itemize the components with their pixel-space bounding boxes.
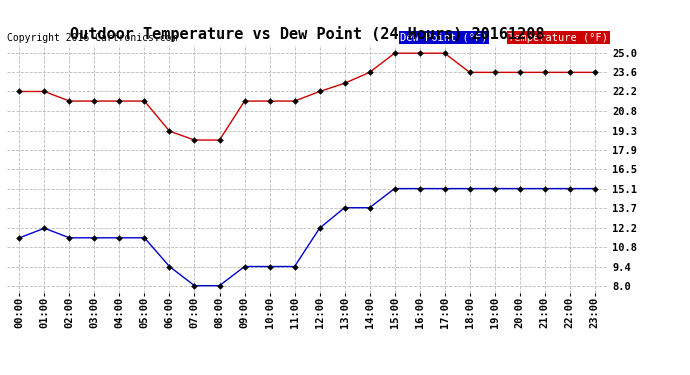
Dew Point (°F) xyxy=(540,186,549,191)
Text: Dew Point (°F): Dew Point (°F) xyxy=(400,33,488,42)
Dew Point (°F) xyxy=(66,236,74,240)
Temperature (°F) xyxy=(440,51,449,56)
Dew Point (°F) xyxy=(440,186,449,191)
Temperature (°F) xyxy=(315,89,324,94)
Temperature (°F) xyxy=(66,99,74,104)
Temperature (°F) xyxy=(566,70,574,75)
Line: Dew Point (°F): Dew Point (°F) xyxy=(17,186,597,288)
Dew Point (°F) xyxy=(415,186,424,191)
Dew Point (°F) xyxy=(266,264,274,269)
Temperature (°F) xyxy=(240,99,248,104)
Dew Point (°F) xyxy=(466,186,474,191)
Temperature (°F) xyxy=(466,70,474,75)
Dew Point (°F) xyxy=(140,236,148,240)
Text: Temperature (°F): Temperature (°F) xyxy=(508,33,608,42)
Temperature (°F) xyxy=(115,99,124,104)
Dew Point (°F) xyxy=(515,186,524,191)
Dew Point (°F) xyxy=(90,236,99,240)
Dew Point (°F) xyxy=(366,206,374,210)
Dew Point (°F) xyxy=(491,186,499,191)
Dew Point (°F) xyxy=(115,236,124,240)
Temperature (°F) xyxy=(15,89,23,94)
Temperature (°F) xyxy=(391,51,399,56)
Temperature (°F) xyxy=(540,70,549,75)
Dew Point (°F) xyxy=(240,264,248,269)
Temperature (°F) xyxy=(140,99,148,104)
Dew Point (°F) xyxy=(566,186,574,191)
Dew Point (°F) xyxy=(391,186,399,191)
Temperature (°F) xyxy=(166,129,174,134)
Title: Outdoor Temperature vs Dew Point (24 Hours) 20161208: Outdoor Temperature vs Dew Point (24 Hou… xyxy=(70,27,544,42)
Temperature (°F) xyxy=(215,138,224,142)
Dew Point (°F) xyxy=(591,186,599,191)
Temperature (°F) xyxy=(290,99,299,104)
Dew Point (°F) xyxy=(215,284,224,288)
Temperature (°F) xyxy=(491,70,499,75)
Temperature (°F) xyxy=(515,70,524,75)
Dew Point (°F) xyxy=(315,226,324,231)
Temperature (°F) xyxy=(190,138,199,142)
Temperature (°F) xyxy=(40,89,48,94)
Text: Copyright 2016 Cartronics.com: Copyright 2016 Cartronics.com xyxy=(7,33,177,42)
Temperature (°F) xyxy=(591,70,599,75)
Dew Point (°F) xyxy=(40,226,48,231)
Temperature (°F) xyxy=(366,70,374,75)
Dew Point (°F) xyxy=(166,264,174,269)
Temperature (°F) xyxy=(415,51,424,56)
Temperature (°F) xyxy=(90,99,99,104)
Temperature (°F) xyxy=(340,81,348,86)
Temperature (°F) xyxy=(266,99,274,104)
Line: Temperature (°F): Temperature (°F) xyxy=(17,51,597,142)
Dew Point (°F) xyxy=(290,264,299,269)
Dew Point (°F) xyxy=(190,284,199,288)
Dew Point (°F) xyxy=(15,236,23,240)
Dew Point (°F) xyxy=(340,206,348,210)
